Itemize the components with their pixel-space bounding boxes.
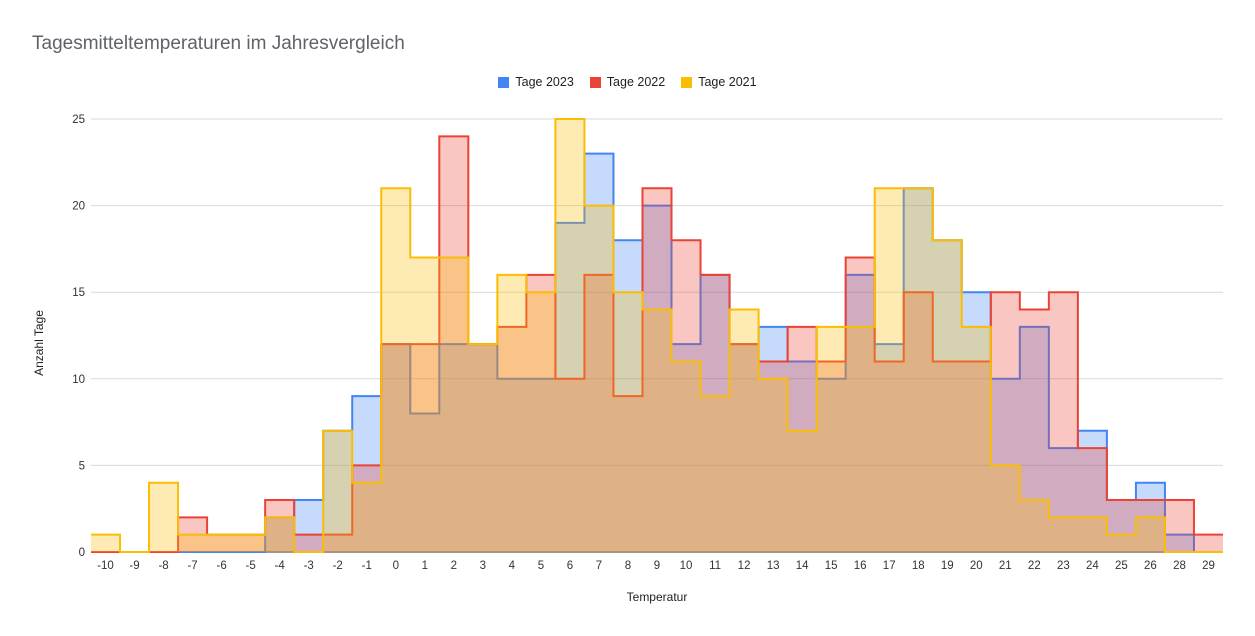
x-tick-label: 12 — [738, 560, 751, 572]
x-tick-label: 3 — [480, 560, 486, 572]
x-tick-label: 29 — [1202, 560, 1215, 572]
x-tick-label: 13 — [767, 560, 780, 572]
series-layer — [91, 118, 1223, 553]
x-tick-label: 9 — [654, 560, 660, 572]
x-tick-label: 1 — [422, 560, 428, 572]
y-tick-label: 0 — [79, 547, 85, 559]
series-area-tage-2022[interactable] — [91, 136, 1223, 552]
y-tick-label: 20 — [72, 201, 85, 213]
x-tick-label: 10 — [680, 560, 693, 572]
x-tick-label: 23 — [1057, 560, 1070, 572]
x-tick-label: 14 — [796, 560, 809, 572]
x-tick-label: 6 — [567, 560, 573, 572]
x-tick-label: -3 — [304, 560, 314, 572]
legend-label-2021: Tage 2021 — [698, 75, 757, 89]
x-tick-label: 28 — [1173, 560, 1186, 572]
x-tick-label: -2 — [333, 560, 343, 572]
y-tick-label: 25 — [72, 114, 85, 126]
x-tick-label: 20 — [970, 560, 983, 572]
x-tick-label: 25 — [1115, 560, 1128, 572]
x-tick-label: 21 — [999, 560, 1012, 572]
x-tick-label: 18 — [912, 560, 925, 572]
x-tick-label: -4 — [275, 560, 286, 572]
x-tick-label: 24 — [1086, 560, 1099, 572]
x-tick-label: -6 — [216, 560, 226, 572]
legend: Tage 2023 Tage 2022 Tage 2021 — [0, 75, 1255, 89]
y-tick-label: 10 — [72, 374, 85, 386]
y-axis: 0 5 10 15 20 25 — [72, 114, 85, 559]
x-tick-label: 7 — [596, 560, 602, 572]
legend-label-2023: Tage 2023 — [515, 75, 574, 89]
x-tick-label: -10 — [97, 560, 114, 572]
x-tick-label: 5 — [538, 560, 544, 572]
legend-item-2021[interactable]: Tage 2021 — [681, 75, 757, 89]
series-area-tage-2021[interactable] — [91, 119, 1223, 552]
grid-lines — [91, 118, 1223, 553]
x-tick-label: 2 — [451, 560, 457, 572]
y-axis-title: Anzahl Tage — [32, 310, 46, 376]
legend-swatch-2023 — [498, 76, 510, 88]
x-tick-label: -9 — [129, 560, 139, 572]
legend-swatch-2021 — [681, 76, 693, 88]
x-tick-label: 26 — [1144, 560, 1157, 572]
series-line-tage-2022[interactable] — [91, 135, 1223, 553]
legend-swatch-2022 — [589, 76, 601, 88]
x-tick-label: -5 — [246, 560, 256, 572]
x-tick-label: -7 — [187, 560, 197, 572]
x-tick-label: 0 — [393, 560, 399, 572]
x-axis: -10 -9 -8 -7 -6 -5 -4 -3 -2 -1 0 1 2 3 4 5 6 7 8 9 10 11 12 13 1… — [97, 560, 1215, 572]
x-tick-label: 17 — [883, 560, 896, 572]
legend-label-2022: Tage 2022 — [606, 75, 666, 89]
series-line-tage-2021[interactable] — [91, 118, 1223, 553]
legend-item-2022[interactable]: Tage 2022 — [589, 75, 666, 89]
x-tick-label: -8 — [158, 560, 168, 572]
x-tick-label: 16 — [854, 560, 867, 572]
x-tick-label: 19 — [941, 560, 954, 572]
x-tick-label: 8 — [625, 560, 631, 572]
x-tick-label: 4 — [509, 560, 516, 572]
x-tick-label: 22 — [1028, 560, 1041, 572]
legend-item-2023[interactable]: Tage 2023 — [498, 75, 574, 89]
x-tick-label: 15 — [825, 560, 838, 572]
series-area-tage-2023[interactable] — [91, 153, 1223, 552]
x-axis-title: Temperatur — [627, 590, 688, 604]
y-tick-label: 15 — [72, 287, 85, 299]
chart-title: Tagesmitteltemperaturen im Jahresverglei… — [32, 33, 405, 54]
x-tick-label: 11 — [709, 560, 721, 572]
x-tick-label: -1 — [362, 560, 372, 572]
y-tick-label: 5 — [79, 460, 85, 472]
